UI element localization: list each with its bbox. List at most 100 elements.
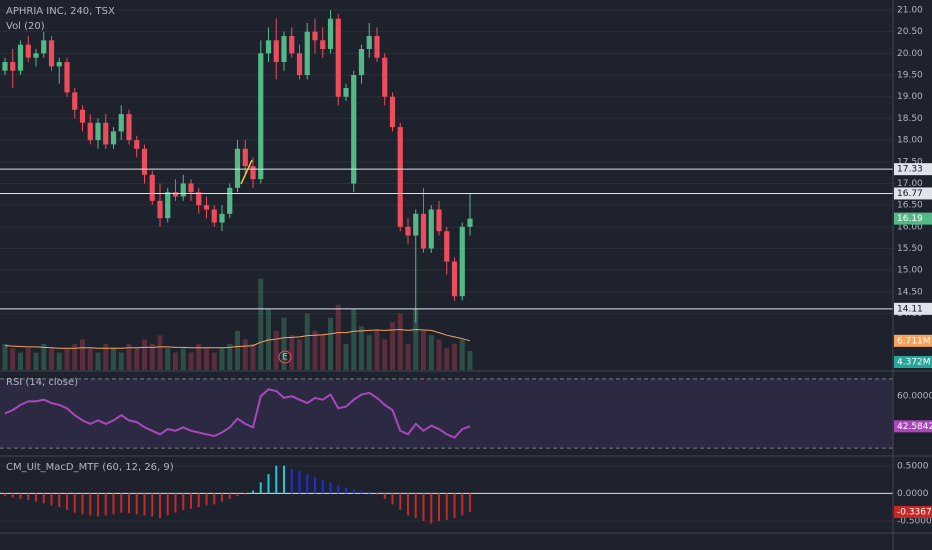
volume-title: Vol (20)	[6, 21, 45, 32]
y-tick-label: 19.50	[897, 71, 923, 81]
y-tick-label: 20.50	[897, 27, 923, 37]
macd-bar	[27, 493, 30, 501]
macd-bar	[368, 491, 371, 494]
macd-bar	[399, 493, 402, 510]
macd-bar	[376, 493, 378, 495]
macd-bar	[337, 485, 340, 494]
rsi-value-label: 42.5842	[897, 422, 932, 432]
volume-ma-label-box	[894, 334, 932, 347]
volume-bar	[452, 343, 457, 370]
volume-bar	[211, 352, 217, 370]
volume-bar	[390, 322, 395, 370]
macd-bar	[329, 482, 332, 494]
volume-bar	[118, 352, 124, 370]
rsi-line	[4, 388, 471, 439]
macd-bar	[66, 493, 68, 510]
candle-body	[265, 40, 272, 54]
macd-bar	[422, 493, 425, 521]
trend-line	[240, 159, 253, 185]
candle-body	[273, 40, 279, 63]
rsi-band	[0, 378, 893, 449]
candle-body	[48, 40, 55, 67]
volume-bar	[436, 339, 442, 370]
y-tick-label: 19.00	[897, 92, 923, 102]
macd-bar	[345, 487, 347, 494]
volume-bar	[250, 343, 256, 370]
volume-bar	[103, 343, 109, 370]
last-price-label-box	[894, 212, 932, 225]
macd-bar	[275, 465, 278, 494]
candle-body	[17, 44, 24, 71]
macd-bar	[414, 493, 417, 519]
volume-bar	[64, 348, 70, 370]
earnings-icon[interactable]	[278, 350, 292, 364]
candle-body	[451, 261, 458, 297]
level-label-box	[894, 302, 932, 315]
candle-body	[188, 183, 194, 193]
volume-bar	[297, 339, 302, 370]
volume-bar	[428, 335, 434, 370]
candle-body	[172, 192, 179, 197]
y-tick-label: 17.00	[897, 179, 923, 189]
y-tick-label: 20.00	[897, 49, 923, 59]
volume-bar	[134, 348, 140, 370]
volume-bar	[157, 335, 163, 370]
level-label: 17.33	[897, 165, 923, 175]
volume-bar	[41, 343, 47, 370]
macd-bar	[182, 493, 185, 510]
earnings-label[interactable]: E	[282, 353, 288, 363]
candle-body	[211, 209, 217, 223]
candle-body	[250, 166, 256, 180]
volume-bar	[405, 343, 411, 370]
y-tick-label: 21.00	[897, 5, 923, 15]
macd-bar	[151, 493, 154, 517]
candle-body	[436, 209, 442, 232]
candle-body	[25, 44, 31, 58]
level-label-box	[894, 187, 932, 200]
candle-body	[56, 62, 62, 67]
candle-body	[149, 174, 155, 201]
candle-body	[405, 226, 411, 236]
volume-bar	[359, 326, 364, 370]
candle-body	[382, 57, 388, 97]
candle-body	[103, 122, 109, 145]
macd-bar	[267, 474, 270, 494]
volume-label-box	[894, 355, 932, 368]
macd-bar	[135, 493, 138, 515]
y-tick-label: 0.5000	[897, 461, 929, 471]
volume-bar	[413, 309, 419, 370]
candle-body	[234, 148, 241, 188]
macd-bar	[244, 493, 247, 495]
macd-bar	[104, 493, 107, 516]
macd-bar	[205, 493, 208, 506]
y-tick-label: 16.50	[897, 201, 923, 211]
candle-body	[320, 40, 326, 50]
macd-bar	[73, 493, 76, 513]
y-tick-label: 15.00	[897, 266, 923, 276]
macd-bar	[236, 493, 239, 497]
candle-body	[327, 18, 334, 50]
candle-body	[165, 192, 171, 219]
macd-bar	[252, 490, 254, 494]
volume-bar	[328, 317, 333, 370]
volume-bar	[227, 343, 233, 370]
macd-bar	[42, 493, 45, 504]
macd-bar	[112, 493, 115, 515]
candle-body	[180, 183, 186, 197]
volume-bar	[366, 335, 372, 370]
y-tick-label: 0.0000	[897, 489, 929, 499]
y-tick-label: -0.5000	[897, 516, 932, 526]
volume-bar	[374, 330, 380, 370]
volume-bar	[273, 330, 279, 370]
volume-bar	[312, 330, 318, 370]
candle-body	[358, 49, 365, 76]
volume-bar	[467, 350, 473, 370]
candle-body	[134, 140, 140, 149]
rsi-value-label-box	[894, 420, 932, 433]
volume-bar	[219, 348, 225, 370]
macd-bar	[438, 493, 440, 521]
macd-bar	[190, 493, 192, 509]
candle-body	[72, 92, 78, 110]
volume-bar	[56, 352, 62, 370]
macd-bar	[469, 493, 471, 512]
